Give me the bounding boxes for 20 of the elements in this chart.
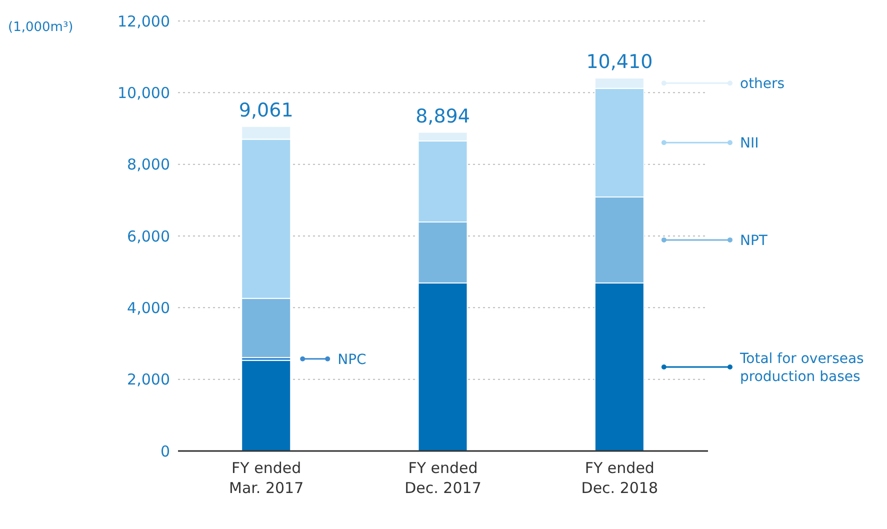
y-tick-label: 6,000 <box>127 227 170 246</box>
y-tick-label: 0 <box>160 442 170 460</box>
y-tick-label: 8,000 <box>127 156 170 174</box>
legend-label: others <box>740 76 785 92</box>
total-label: 8,894 <box>416 105 470 128</box>
legend-label: NPC <box>338 352 367 368</box>
y-axis-title: (1,000m³) <box>8 20 74 35</box>
y-tick-label: 2,000 <box>127 370 170 389</box>
y-tick-label: 10,000 <box>118 84 170 102</box>
total-label: 9,061 <box>238 99 294 122</box>
x-tick-label: FY ended Mar. 2017 <box>229 459 304 497</box>
x-tick-label: FY ended Dec. 2018 <box>581 459 658 497</box>
x-tick-label: FY ended Dec. 2017 <box>404 459 482 497</box>
legend-label: NPT <box>740 232 768 249</box>
y-tick-label: 12,000 <box>118 12 170 30</box>
bar <box>241 360 292 451</box>
y-tick-label: 4,000 <box>127 298 170 317</box>
legend-label: NII <box>740 136 759 152</box>
legend-label: Total for overseas production bases <box>739 350 864 385</box>
total-label: 10,410 <box>586 50 653 73</box>
